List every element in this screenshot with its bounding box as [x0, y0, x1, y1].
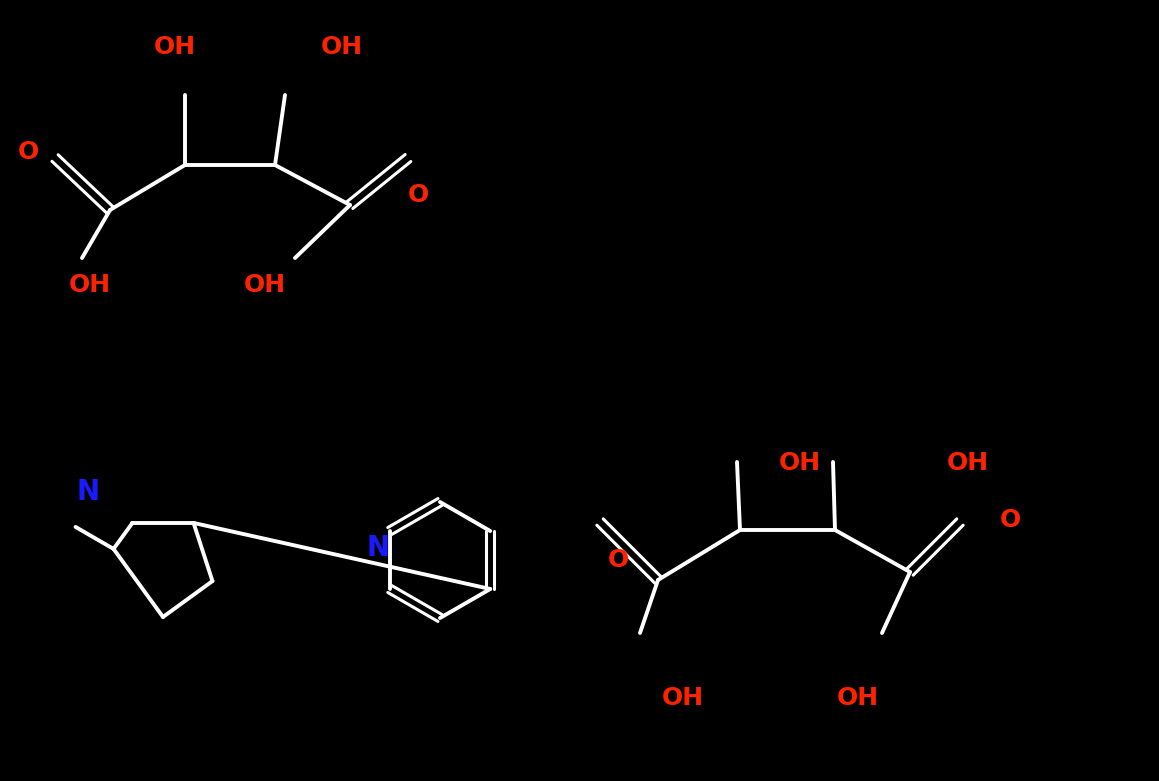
Text: O: O — [407, 183, 429, 207]
Text: O: O — [17, 140, 38, 164]
Text: OH: OH — [662, 686, 704, 710]
Text: N: N — [76, 478, 100, 506]
Text: OH: OH — [837, 686, 879, 710]
Text: OH: OH — [321, 35, 363, 59]
Text: OH: OH — [68, 273, 111, 297]
Text: OH: OH — [154, 35, 196, 59]
Text: N: N — [366, 534, 389, 562]
Text: O: O — [999, 508, 1021, 532]
Text: O: O — [607, 548, 628, 572]
Text: OH: OH — [779, 451, 821, 475]
Text: OH: OH — [947, 451, 989, 475]
Text: OH: OH — [243, 273, 286, 297]
